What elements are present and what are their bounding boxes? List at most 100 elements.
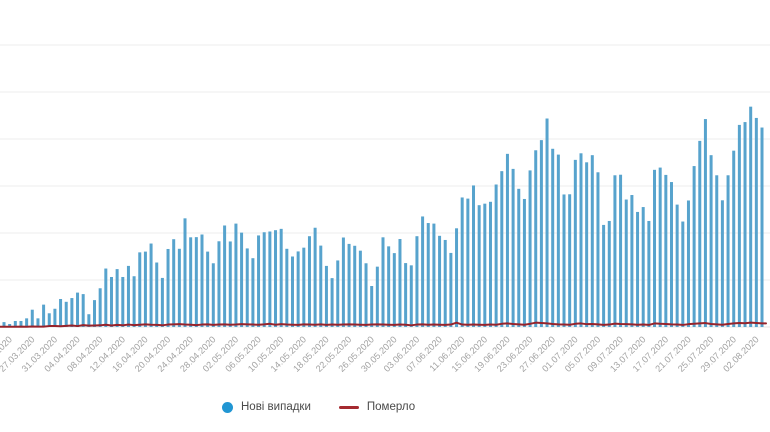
new-cases-bar[interactable] [675, 204, 679, 327]
new-cases-bar[interactable] [426, 223, 430, 327]
new-cases-bar[interactable] [619, 174, 623, 327]
deaths-line[interactable] [0, 321, 767, 328]
new-cases-bar[interactable] [602, 224, 606, 327]
new-cases-bar[interactable] [364, 263, 368, 327]
new-cases-bar[interactable] [324, 265, 328, 327]
new-cases-bar[interactable] [115, 269, 119, 327]
new-cases-bar[interactable] [319, 245, 323, 327]
new-cases-bar[interactable] [760, 127, 764, 327]
new-cases-bar[interactable] [313, 227, 317, 327]
new-cases-bar[interactable] [87, 314, 91, 327]
new-cases-bar[interactable] [245, 248, 249, 327]
new-cases-bar[interactable] [596, 172, 600, 327]
new-cases-bar[interactable] [488, 201, 492, 327]
new-cases-bar[interactable] [590, 155, 594, 327]
new-cases-bar[interactable] [98, 288, 102, 327]
new-cases-bar[interactable] [472, 185, 476, 327]
new-cases-bar[interactable] [749, 106, 753, 327]
new-cases-bar[interactable] [381, 237, 385, 327]
new-cases-bar[interactable] [579, 153, 583, 327]
new-cases-bar[interactable] [370, 286, 374, 327]
new-cases-bar[interactable] [698, 140, 702, 327]
new-cases-bar[interactable] [556, 154, 560, 327]
new-cases-bar[interactable] [262, 232, 266, 327]
new-cases-bar[interactable] [330, 278, 334, 327]
new-cases-bar[interactable] [109, 276, 113, 327]
new-cases-bar[interactable] [466, 198, 470, 327]
new-cases-bar[interactable] [47, 313, 51, 327]
new-cases-bar[interactable] [274, 230, 278, 327]
new-cases-bar[interactable] [36, 318, 40, 327]
new-cases-bar[interactable] [607, 220, 611, 327]
new-cases-bar[interactable] [200, 234, 204, 328]
new-cases-bar[interactable] [438, 235, 442, 327]
new-cases-bar[interactable] [347, 243, 351, 327]
new-cases-bar[interactable] [460, 197, 464, 327]
new-cases-bar[interactable] [251, 258, 255, 327]
new-cases-bar[interactable] [743, 122, 747, 327]
new-cases-bar[interactable] [573, 159, 577, 327]
new-cases-bar[interactable] [500, 171, 504, 327]
new-cases-bar[interactable] [70, 298, 74, 327]
new-cases-bar[interactable] [703, 119, 707, 327]
new-cases-bar[interactable] [104, 268, 108, 327]
new-cases-bar[interactable] [522, 198, 526, 327]
new-cases-bar[interactable] [709, 155, 713, 327]
legend-item-deaths[interactable]: Померло [338, 399, 415, 415]
new-cases-bar[interactable] [285, 248, 289, 327]
new-cases-bar[interactable] [341, 237, 345, 327]
new-cases-bar[interactable] [636, 211, 640, 327]
new-cases-bar[interactable] [64, 301, 68, 327]
new-cases-bar[interactable] [177, 248, 181, 327]
new-cases-bar[interactable] [189, 237, 193, 327]
new-cases-bar[interactable] [511, 168, 515, 327]
new-cases-bar[interactable] [223, 225, 227, 327]
chart-plot-area[interactable]: 23.03.202027.03.202031.03.202004.04.2020… [0, 0, 770, 395]
new-cases-bar[interactable] [404, 263, 408, 327]
new-cases-bar[interactable] [42, 304, 46, 327]
new-cases-bar[interactable] [443, 239, 447, 327]
new-cases-bar[interactable] [183, 218, 187, 327]
new-cases-bar[interactable] [302, 247, 306, 327]
new-cases-bar[interactable] [545, 118, 549, 327]
new-cases-bar[interactable] [692, 166, 696, 327]
new-cases-bar[interactable] [732, 150, 736, 327]
new-cases-bar[interactable] [681, 221, 685, 327]
new-cases-bar[interactable] [449, 252, 453, 327]
new-cases-bar[interactable] [2, 322, 6, 327]
new-cases-bar[interactable] [669, 182, 673, 327]
new-cases-bar[interactable] [138, 252, 142, 327]
new-cases-bar[interactable] [375, 266, 379, 327]
new-cases-bar[interactable] [432, 223, 436, 327]
new-cases-bar[interactable] [160, 277, 164, 327]
new-cases-bar[interactable] [392, 253, 396, 327]
new-cases-bar[interactable] [483, 203, 487, 327]
new-cases-bar[interactable] [353, 245, 357, 327]
new-cases-bar[interactable] [455, 228, 459, 327]
new-cases-bar[interactable] [737, 124, 741, 328]
new-cases-bar[interactable] [268, 231, 272, 328]
new-cases-bar[interactable] [477, 205, 481, 327]
new-cases-bar[interactable] [568, 194, 572, 327]
new-cases-bar[interactable] [664, 174, 668, 327]
new-cases-bar[interactable] [421, 216, 425, 327]
new-cases-bar[interactable] [8, 323, 12, 327]
new-cases-bar[interactable] [132, 276, 136, 327]
new-cases-bar[interactable] [624, 199, 628, 327]
new-cases-bar[interactable] [754, 117, 758, 327]
new-cases-bar[interactable] [194, 237, 198, 327]
new-cases-bar[interactable] [336, 260, 340, 327]
new-cases-bar[interactable] [653, 169, 657, 327]
new-cases-bar[interactable] [30, 309, 34, 327]
new-cases-bar[interactable] [279, 228, 283, 327]
new-cases-bar[interactable] [613, 175, 617, 327]
new-cases-bar[interactable] [257, 235, 261, 327]
new-cases-bar[interactable] [143, 251, 147, 327]
new-cases-bar[interactable] [630, 195, 634, 327]
new-cases-bar[interactable] [149, 243, 153, 327]
new-cases-bar[interactable] [562, 194, 566, 327]
new-cases-bar[interactable] [296, 251, 300, 327]
new-cases-bar[interactable] [715, 175, 719, 327]
new-cases-bar[interactable] [126, 265, 130, 327]
new-cases-bar[interactable] [505, 153, 509, 327]
